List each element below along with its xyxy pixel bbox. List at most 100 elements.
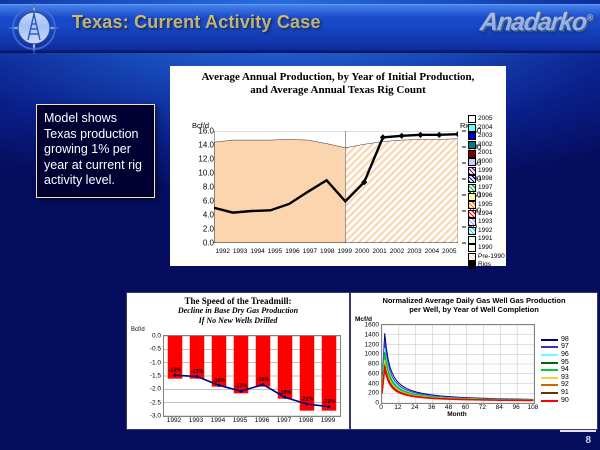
- compass-star-svg: [7, 2, 61, 54]
- legend-label: 1993: [478, 218, 493, 226]
- legend-label: 1995: [478, 200, 493, 208]
- treadmill-xtick: 1993: [188, 417, 204, 424]
- legend-label: Rigs: [478, 261, 492, 269]
- normalized-chart-body: Mcf/d 1600 1400 1200 1000 800 600 400 200 0 0 12 2…: [351, 314, 595, 422]
- main-chart-legend: 2005 2004 2003 2002 2001 2000 1999 1998 1997 1996…: [468, 115, 508, 270]
- legend-swatch: [468, 149, 476, 158]
- normalized-chart-panel: Normalized Average Daily Gas Well Gas Pr…: [350, 292, 598, 430]
- treadmill-data-label: -16%: [257, 377, 270, 383]
- legend-label: 2004: [478, 123, 493, 131]
- header-sheen: [0, 4, 600, 18]
- main-chart-legend-item: 2004: [468, 124, 508, 133]
- main-chart-y2tickmark: [462, 178, 466, 180]
- main-chart-legend-item: 2000: [468, 158, 508, 167]
- callout-box: Model shows Texas production growing 1% …: [36, 104, 155, 198]
- main-chart-y2tickmark: [462, 242, 466, 244]
- legend-swatch: [468, 192, 476, 201]
- legend-label: 98: [561, 335, 569, 343]
- legend-line-swatch: [541, 399, 558, 402]
- legend-label: 92: [561, 381, 569, 389]
- main-chart-xtick: 1999: [337, 248, 352, 255]
- legend-label: 95: [561, 358, 569, 366]
- normalized-xtick: 36: [428, 404, 436, 411]
- legend-label: 2003: [478, 132, 493, 140]
- normalized-legend-item: 94: [541, 366, 593, 374]
- legend-label: 2000: [478, 157, 493, 165]
- main-chart-y2tickmark: [462, 130, 466, 132]
- legend-label: 1998: [478, 175, 493, 183]
- legend-swatch: [468, 235, 476, 244]
- normalized-legend-item: 93: [541, 374, 593, 382]
- compass-derrick-logo-icon: [6, 2, 62, 54]
- legend-label: 93: [561, 373, 569, 381]
- treadmill-chart-y-axis: 0.0 -0.5 -1.0 -1.5 -2.0 -2.5 -3.0: [131, 333, 161, 420]
- legend-swatch: [468, 227, 476, 236]
- treadmill-ytick: -2.0: [149, 385, 161, 393]
- main-chart-ytick: 10.0: [198, 168, 214, 178]
- treadmill-data-label: -16%: [213, 378, 226, 384]
- main-chart-y2tickmark: [462, 226, 466, 228]
- legend-swatch: [468, 141, 476, 150]
- normalized-xtick: 24: [411, 404, 419, 411]
- main-chart-title-line1: Average Annual Production, by Year of In…: [201, 71, 475, 83]
- normalized-legend-item: 90: [541, 397, 593, 405]
- main-chart-xtick: 1995: [267, 248, 283, 255]
- page-number: 8: [585, 435, 591, 446]
- main-chart-plot: [214, 131, 458, 243]
- main-chart-legend-item: 1991: [468, 235, 508, 244]
- legend-swatch: [468, 166, 476, 175]
- main-chart-legend-item: 1994: [468, 210, 508, 219]
- legend-swatch: [468, 252, 476, 261]
- normalized-legend-item: 95: [541, 359, 593, 367]
- treadmill-ytick: -1.5: [149, 372, 161, 380]
- legend-swatch: [468, 175, 476, 184]
- main-chart-y2label: Rigs: [460, 121, 475, 130]
- legend-label: 1996: [478, 192, 493, 200]
- main-chart-legend-item: 1995: [468, 201, 508, 210]
- legend-label: 90: [561, 396, 569, 404]
- main-chart-ytick: 6.0: [202, 196, 214, 206]
- normalized-ytick: 1000: [364, 350, 379, 358]
- main-chart-legend-item: 1997: [468, 184, 508, 193]
- main-chart-legend-item: 2001: [468, 149, 508, 158]
- main-chart-xtick: 2005: [442, 248, 457, 255]
- main-chart-xtick: 1997: [302, 248, 318, 255]
- normalized-chart-svg: [382, 325, 534, 403]
- normalized-ytick: 1200: [364, 341, 379, 348]
- main-chart-y2tickmark: [462, 162, 466, 164]
- normalized-ytick: 1600: [364, 321, 379, 329]
- main-chart-ytick: 16.0: [198, 126, 214, 136]
- legend-label: 2005: [478, 115, 493, 122]
- normalized-ytick: 0: [375, 399, 379, 407]
- legend-swatch: [468, 123, 476, 132]
- legend-swatch: [468, 115, 476, 124]
- main-chart-ytick: 8.0: [202, 182, 214, 192]
- treadmill-chart-body: Bcf/d 0.0 -0.5 -1.0 -1.5 -2.0 -2.5 -3.0 -13% -1…: [127, 325, 347, 425]
- main-chart-legend-item: 1992: [468, 227, 508, 236]
- legend-swatch: [468, 184, 476, 193]
- normalized-legend-item: 98: [541, 336, 593, 344]
- normalized-ytick: 800: [368, 360, 379, 368]
- normalized-chart-legend: 98 97 96 95 94 93 92 91 90: [541, 336, 593, 404]
- main-chart-y-axis: 16.0 14.0 12.0 10.0 8.0 6.0 4.0 2.0 0.0: [180, 126, 214, 248]
- main-chart-legend-item: 2003: [468, 132, 508, 141]
- main-chart-ytick: 4.0: [202, 210, 214, 220]
- treadmill-chart-plot: -13% -13% -16% -17% -16% -19% -21% -22%: [163, 335, 341, 417]
- main-chart-xtick: 1993: [232, 248, 248, 255]
- legend-label: 1991: [478, 235, 493, 243]
- treadmill-ytick: -0.5: [149, 345, 161, 353]
- main-chart-y2tick: 50: [468, 223, 477, 232]
- treadmill-data-label: -13%: [191, 369, 204, 375]
- callout-text: Model shows Texas production growing 1% …: [44, 111, 142, 187]
- main-chart-legend-item: 2002: [468, 141, 508, 150]
- treadmill-chart-svg: -13% -13% -16% -17% -16% -19% -21% -22%: [164, 336, 340, 416]
- treadmill-xtick: 1999: [320, 417, 336, 424]
- main-chart-xtick: 2000: [354, 248, 370, 255]
- normalized-xtick: 96: [512, 404, 520, 411]
- main-chart-legend-item: 1996: [468, 192, 508, 201]
- legend-line-swatch: [541, 346, 558, 349]
- legend-line-swatch: [541, 369, 558, 372]
- main-chart-legend-item: 2005: [468, 115, 508, 124]
- treadmill-chart-x-axis: 1992 1993 1994 1995 1996 1997 1998 1999: [163, 416, 339, 426]
